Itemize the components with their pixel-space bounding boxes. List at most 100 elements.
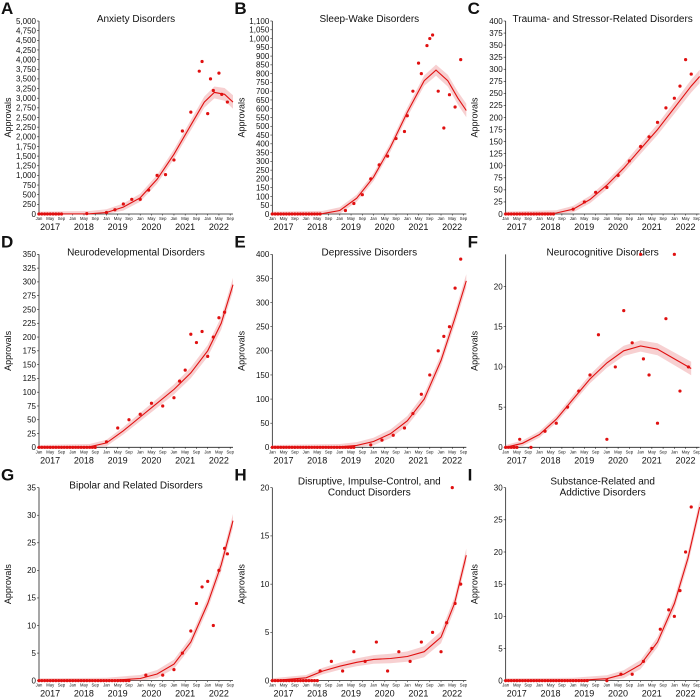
x-month-label: Jan bbox=[171, 216, 178, 221]
data-point bbox=[523, 212, 527, 216]
x-year-label: 2019 bbox=[108, 689, 128, 699]
data-point bbox=[616, 173, 620, 177]
x-month-label: May bbox=[648, 449, 657, 454]
y-tick-label: 25 bbox=[27, 539, 36, 548]
y-tick-label: 1,000 bbox=[249, 34, 270, 43]
data-point bbox=[270, 445, 274, 449]
data-point bbox=[183, 368, 187, 372]
data-point bbox=[565, 679, 570, 683]
data-point bbox=[304, 445, 308, 449]
data-point bbox=[605, 437, 609, 441]
data-point bbox=[655, 120, 660, 124]
data-point bbox=[54, 679, 58, 683]
y-tick-label: 20 bbox=[260, 483, 269, 492]
x-month-label: Jan bbox=[404, 216, 411, 221]
data-point bbox=[163, 173, 168, 177]
x-year-label: 2017 bbox=[40, 222, 60, 232]
x-month-label: Sep bbox=[693, 449, 700, 454]
y-tick-label: 650 bbox=[256, 96, 270, 105]
data-point bbox=[59, 679, 64, 683]
data-point bbox=[518, 679, 522, 683]
x-month-label: May bbox=[114, 683, 123, 688]
y-tick-label: 300 bbox=[256, 157, 270, 166]
data-point bbox=[338, 445, 342, 449]
data-point bbox=[76, 445, 80, 449]
data-point bbox=[177, 379, 182, 383]
data-point bbox=[57, 212, 61, 216]
data-point bbox=[43, 445, 47, 449]
data-point bbox=[57, 445, 61, 449]
y-tick-label: 350 bbox=[256, 148, 270, 157]
x-month-label: May bbox=[280, 216, 289, 221]
x-month-label: Jan bbox=[570, 449, 577, 454]
x-month-label: May bbox=[381, 683, 390, 688]
data-point bbox=[321, 445, 325, 449]
y-tick-label: 5 bbox=[265, 628, 270, 637]
data-point bbox=[79, 445, 83, 449]
y-tick-label: 350 bbox=[256, 274, 270, 283]
x-year-label: 2021 bbox=[175, 222, 195, 232]
y-axis-label: Approvals bbox=[470, 97, 480, 138]
data-point bbox=[439, 650, 443, 654]
data-point bbox=[557, 679, 561, 683]
x-year-label: 2017 bbox=[40, 455, 60, 465]
trend-line bbox=[38, 284, 234, 448]
panel-title: Trauma- and Stressor-Related Disorders bbox=[513, 14, 693, 25]
y-tick-label: 100 bbox=[256, 192, 270, 201]
data-point bbox=[436, 89, 440, 93]
x-year-label: 2021 bbox=[642, 455, 662, 465]
panel-letter: F bbox=[468, 232, 478, 251]
data-point bbox=[459, 257, 463, 261]
y-tick-label: 0 bbox=[498, 210, 503, 219]
data-point bbox=[287, 445, 291, 449]
data-point bbox=[512, 212, 516, 216]
y-tick-label: 0 bbox=[265, 210, 270, 219]
x-year-label: 2020 bbox=[375, 222, 395, 232]
y-tick-label: 0 bbox=[265, 443, 270, 452]
y-tick-label: 400 bbox=[489, 17, 503, 26]
x-month-label: Sep bbox=[92, 449, 100, 454]
y-axis-label: Approvals bbox=[3, 564, 13, 605]
data-point bbox=[512, 445, 516, 449]
data-point bbox=[540, 212, 544, 216]
x-month-label: May bbox=[215, 683, 224, 688]
data-point bbox=[73, 445, 78, 449]
x-month-label: Sep bbox=[592, 449, 600, 454]
data-point bbox=[276, 445, 280, 449]
data-point bbox=[324, 445, 328, 449]
data-point bbox=[290, 212, 294, 216]
x-month-label: Sep bbox=[359, 216, 367, 221]
x-month-label: Sep bbox=[626, 216, 634, 221]
x-month-label: Sep bbox=[325, 449, 333, 454]
data-point bbox=[54, 212, 58, 216]
x-month-label: Jan bbox=[69, 683, 76, 688]
y-tick-label: 5 bbox=[498, 644, 503, 653]
x-month-label: Sep bbox=[426, 216, 434, 221]
x-year-label: 2018 bbox=[541, 689, 561, 699]
x-month-label: Jan bbox=[36, 449, 43, 454]
data-point bbox=[352, 650, 356, 654]
y-tick-label: 125 bbox=[23, 374, 37, 383]
y-tick-label: 1,050 bbox=[249, 26, 270, 35]
data-point bbox=[37, 445, 41, 449]
data-point bbox=[551, 212, 556, 216]
x-month-label: Jan bbox=[171, 683, 178, 688]
data-point bbox=[82, 679, 86, 683]
data-point bbox=[402, 426, 407, 430]
y-tick-label: 1,100 bbox=[249, 17, 270, 26]
x-year-label: 2020 bbox=[141, 455, 161, 465]
data-point bbox=[296, 679, 300, 683]
x-month-label: Sep bbox=[291, 449, 299, 454]
x-month-label: Jan bbox=[603, 449, 610, 454]
data-point bbox=[127, 679, 131, 683]
y-tick-label: 325 bbox=[23, 264, 37, 273]
data-point bbox=[59, 212, 64, 216]
data-point bbox=[155, 173, 159, 177]
data-point bbox=[596, 333, 601, 337]
data-point bbox=[307, 679, 311, 683]
x-month-label: Sep bbox=[125, 683, 133, 688]
y-tick-label: 3,750 bbox=[16, 65, 37, 74]
data-point bbox=[537, 679, 541, 683]
y-axis-label: Approvals bbox=[470, 330, 480, 371]
x-month-label: Jan bbox=[671, 216, 678, 221]
